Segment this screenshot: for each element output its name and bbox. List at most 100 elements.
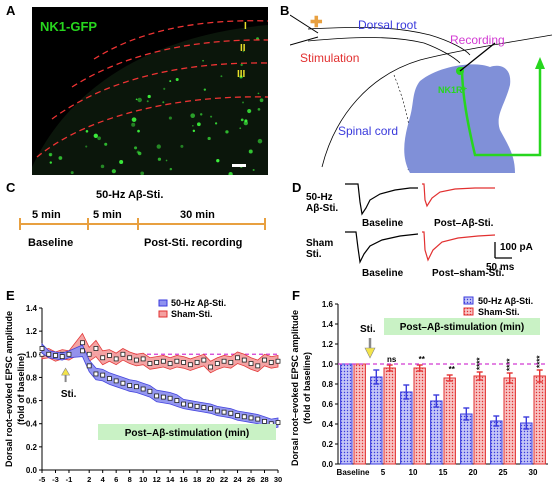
e-point — [255, 363, 261, 369]
e-point — [120, 380, 126, 386]
f-sti-arrow — [364, 347, 376, 359]
gfp-cell — [228, 171, 233, 175]
f-bar — [370, 376, 383, 465]
e-point — [208, 364, 213, 370]
e-xtick-label: 8 — [128, 475, 132, 484]
neuron-path — [460, 65, 542, 157]
e-legend-swatch — [158, 310, 168, 318]
e-xtick-label: 4 — [101, 475, 106, 484]
f-bar — [443, 377, 456, 465]
panel-f-chart: Dorsal root–evoked EPSC amplitude (fold o… — [290, 296, 548, 477]
trace-baseline — [345, 231, 419, 264]
e-point — [154, 393, 160, 399]
f-bar — [430, 400, 443, 465]
timeline-baseline: Baseline — [28, 237, 73, 249]
panel-b-schematic: ✚ Dorsal root Recording Stimulation NK1R… — [290, 14, 553, 173]
e-ytick-label: 0.0 — [26, 466, 38, 475]
f-significance: **** — [536, 355, 545, 368]
gfp-cell — [239, 75, 243, 79]
e-point — [140, 356, 146, 362]
spinal-cord-outline — [321, 34, 553, 168]
gfp-cell — [220, 75, 223, 78]
e-xtick-label: 2 — [87, 475, 91, 484]
row2-post: Post–sham-Sti. — [432, 268, 504, 279]
f-bar — [413, 367, 426, 465]
f-banner: Post–Aβ-stimulation (min) — [400, 322, 524, 333]
nk1r-label: NK1R⁺ — [438, 85, 468, 95]
gfp-cell — [165, 159, 168, 162]
gfp-cell — [137, 97, 142, 103]
row2-baseline: Baseline — [362, 268, 404, 279]
e-point — [228, 359, 234, 365]
e-xtick-label: 18 — [193, 475, 201, 484]
e-point — [133, 357, 139, 363]
gfp-cell — [216, 159, 220, 163]
e-point — [241, 357, 247, 363]
e-point — [80, 340, 85, 346]
gfp-cell — [259, 98, 264, 103]
e-point — [100, 372, 106, 378]
scale-x-label: 50 ms — [486, 262, 515, 273]
e-point — [59, 354, 65, 359]
e-xtick-label: 12 — [152, 475, 160, 484]
gfp-cell — [203, 88, 207, 91]
f-xtick-label: 5 — [381, 468, 386, 477]
row1-label: Aβ-Sti. — [306, 203, 338, 214]
layer-label: III — [237, 69, 246, 80]
e-point — [66, 351, 72, 357]
panel-e-chart: Dorsal root–evoked EPSC amplitude (fold o… — [4, 298, 282, 484]
e-point — [140, 386, 146, 392]
spinal-cord-label: Spinal cord — [338, 124, 398, 138]
e-point — [53, 353, 58, 358]
e-point — [86, 351, 92, 357]
e-point — [147, 388, 153, 394]
f-significance: ** — [419, 355, 426, 364]
gfp-cell — [175, 77, 179, 82]
e-point — [39, 346, 45, 351]
gfp-cell — [240, 118, 244, 122]
e-ytick-label: 0.4 — [26, 420, 38, 429]
e-xtick-label: 24 — [233, 475, 242, 484]
gfp-cell — [239, 127, 242, 130]
timeline-seg3: 30 min — [180, 209, 215, 221]
e-point — [214, 408, 220, 414]
row1-post: Post–Aβ-Sti. — [434, 218, 494, 229]
e-point — [167, 395, 173, 401]
gfp-cell — [192, 129, 196, 133]
e-point — [262, 418, 267, 424]
dorsal-root-label: Dorsal root — [358, 18, 417, 32]
panel-d-letter: D — [292, 180, 302, 195]
trace-post — [422, 183, 495, 208]
e-point — [107, 376, 112, 381]
f-bar — [460, 413, 473, 465]
f-sti-label: Sti. — [360, 324, 376, 335]
e-point — [194, 403, 200, 409]
recording-label: Recording — [450, 33, 505, 47]
layer-label: II — [240, 43, 246, 54]
panel-b-letter: B — [280, 3, 290, 18]
gfp-cell — [199, 113, 203, 116]
stimulator-icon: ✚ — [310, 14, 323, 31]
e-sti-arrow — [61, 367, 71, 376]
panel-c-letter: C — [6, 180, 16, 195]
gfp-cell — [257, 138, 263, 144]
gfp-cell — [111, 169, 116, 174]
e-point — [174, 398, 180, 403]
gfp-cell — [248, 149, 253, 154]
f-ytick-label: 0.4 — [322, 420, 334, 429]
e-point — [214, 361, 220, 366]
f-bar — [503, 377, 516, 465]
f-xtick-label: 15 — [439, 468, 448, 477]
e-point — [221, 409, 227, 415]
gfp-cell — [190, 113, 196, 119]
e-ylabel: Dorsal root–evoked EPSC amplitude — [4, 311, 14, 467]
e-point — [201, 405, 207, 410]
gfp-cell — [135, 98, 138, 101]
panel-f-letter: F — [292, 288, 300, 303]
gfp-cell — [180, 144, 184, 148]
boundary-line — [51, 62, 268, 120]
gfp-cell — [192, 124, 194, 127]
f-ytick-label: 0.2 — [322, 440, 334, 449]
gfp-cell — [242, 50, 245, 53]
e-xtick-label: -1 — [66, 475, 73, 484]
